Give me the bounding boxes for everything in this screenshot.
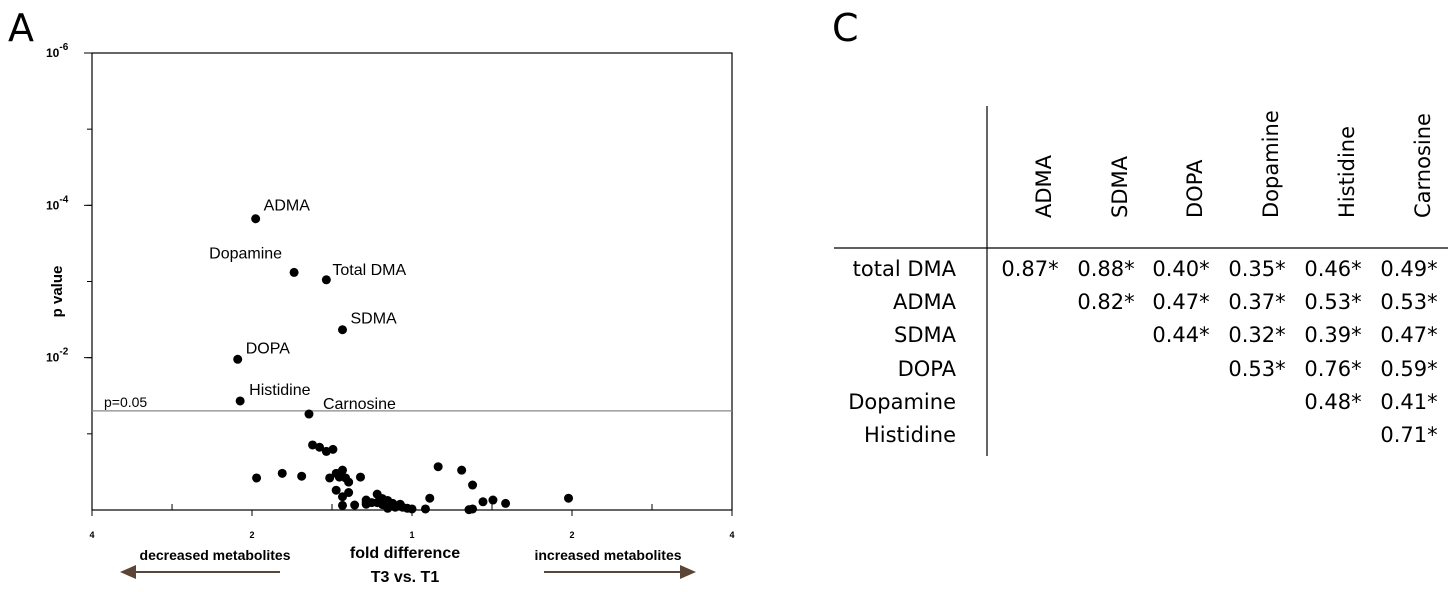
table-cell: 0.53* <box>1304 290 1362 314</box>
decreased-arrowhead <box>120 565 136 579</box>
table-cell: 0.49* <box>1380 257 1438 281</box>
row-header: DOPA <box>897 357 956 381</box>
labeled-point <box>235 396 245 406</box>
column-header: SDMA <box>1108 156 1132 218</box>
row-header: total DMA <box>852 257 956 281</box>
labeled-point <box>289 267 299 277</box>
point-label: SDMA <box>350 311 397 328</box>
table-cell: 0.82* <box>1077 290 1135 314</box>
data-point <box>501 498 511 508</box>
data-point <box>350 500 360 510</box>
labeled-point <box>321 275 331 285</box>
table-cell: 0.44* <box>1152 323 1210 347</box>
data-point <box>337 500 347 510</box>
table-cell: 0.48* <box>1304 390 1362 414</box>
data-point <box>328 444 338 454</box>
data-point <box>252 473 262 483</box>
data-point <box>315 442 325 452</box>
table-lines <box>834 106 1448 456</box>
column-header: Histidine <box>1335 125 1359 218</box>
table-cell: 0.39* <box>1304 323 1362 347</box>
table-cell: 0.71* <box>1380 423 1438 447</box>
increased-arrowhead <box>680 565 696 579</box>
plot-frame <box>91 52 733 511</box>
data-point <box>331 485 341 495</box>
data-point <box>337 465 347 475</box>
data-point <box>337 492 347 502</box>
y-tick-label: 10-6 <box>46 42 69 60</box>
table-cell: 0.47* <box>1380 323 1438 347</box>
data-point <box>407 504 417 514</box>
data-point <box>420 504 430 514</box>
labeled-point <box>304 409 314 419</box>
table-cell: 0.59* <box>1380 357 1438 381</box>
point-label: Dopamine <box>209 245 282 262</box>
data-point <box>488 495 498 505</box>
correlation-table: ADMA SDMA DOPA Dopamine Histidine Carnosine to… <box>820 100 1456 480</box>
x-tick-label: 1 <box>409 530 414 540</box>
table-cell: 0.76* <box>1304 357 1362 381</box>
column-header: DOPA <box>1183 159 1207 218</box>
data-point <box>383 503 393 513</box>
data-point <box>564 493 574 503</box>
data-point <box>457 465 467 475</box>
column-header: Carnosine <box>1411 113 1435 218</box>
y-tick-label: 10-4 <box>46 194 69 212</box>
y-axis-label: p value <box>49 266 66 318</box>
y-tick-label: 10-2 <box>46 347 69 365</box>
table-cell: 0.40* <box>1152 257 1210 281</box>
row-header: Dopamine <box>848 390 956 414</box>
table-cell: 0.88* <box>1077 257 1135 281</box>
table-cell: 0.53* <box>1380 290 1438 314</box>
data-point <box>433 462 443 472</box>
threshold-label: p=0.05 <box>104 394 147 410</box>
row-header: ADMA <box>892 290 956 314</box>
row-header: SDMA <box>894 323 956 347</box>
decreased-label: decreased metabolites <box>140 547 291 563</box>
increased-label: increased metabolites <box>534 547 681 563</box>
table-cell: 0.53* <box>1228 357 1286 381</box>
column-header: ADMA <box>1032 154 1056 218</box>
x-tick-label: 2 <box>569 530 574 540</box>
table-cell: 0.41* <box>1380 390 1438 414</box>
point-label: DOPA <box>246 340 290 357</box>
x-axis-label: fold difference <box>350 545 460 562</box>
labeled-point <box>233 354 243 364</box>
labeled-point <box>251 214 261 224</box>
data-point <box>308 440 318 450</box>
table-cell: 0.87* <box>1001 257 1059 281</box>
data-point <box>425 493 435 503</box>
point-label: Carnosine <box>323 396 396 413</box>
table-cell: 0.46* <box>1304 257 1362 281</box>
row-header: Histidine <box>863 423 956 447</box>
data-point <box>344 477 354 487</box>
panel-label-a: A <box>8 6 34 50</box>
table-cell: 0.35* <box>1228 257 1286 281</box>
x-tick-label: 2 <box>249 530 254 540</box>
table-cell: 0.32* <box>1228 323 1286 347</box>
data-point <box>277 468 287 478</box>
point-label: Total DMA <box>332 262 406 279</box>
x-tick-label: 4 <box>729 530 734 540</box>
table-cell: 0.37* <box>1228 290 1286 314</box>
panel-label-c: C <box>832 6 859 50</box>
x-axis-sublabel: T3 vs. T1 <box>371 569 440 586</box>
point-label: ADMA <box>264 198 311 215</box>
x-tick-label: 4 <box>89 530 94 540</box>
labeled-point <box>337 325 347 335</box>
table-cell: 0.47* <box>1152 290 1210 314</box>
column-header: Dopamine <box>1259 110 1283 218</box>
point-label: Histidine <box>249 382 310 399</box>
data-point <box>478 497 488 507</box>
data-point <box>468 480 478 490</box>
data-point <box>355 472 365 482</box>
data-point <box>325 473 335 483</box>
volcano-plot: 4 2 1 2 4 10-6 10-4 10-2 p value p=0.05 ADMA Dopami… <box>46 42 735 586</box>
data-point <box>468 504 478 514</box>
data-point <box>297 471 307 481</box>
